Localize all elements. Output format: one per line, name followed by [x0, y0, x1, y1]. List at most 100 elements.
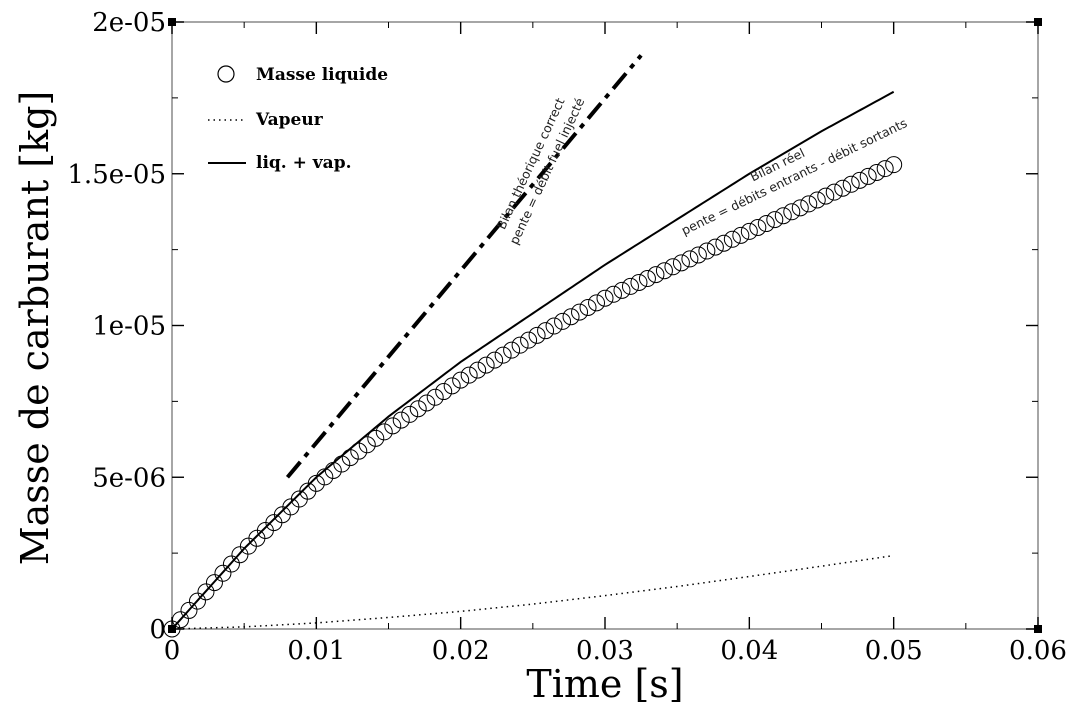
- data-point: [324, 461, 342, 479]
- data-point: [460, 366, 478, 384]
- data-point: [494, 346, 512, 364]
- data-point: [554, 312, 572, 330]
- legend: Masse liquide Vapeur liq. + vap.: [208, 65, 388, 173]
- data-point: [452, 371, 470, 389]
- data-point: [851, 171, 869, 189]
- legend-label-vapeur: Vapeur: [255, 110, 324, 130]
- data-point: [715, 234, 733, 252]
- data-point: [579, 298, 597, 316]
- data-point: [689, 246, 707, 264]
- series-line-vapeur: [171, 554, 894, 630]
- axis-ticks: [171, 21, 1039, 630]
- data-point: [214, 564, 232, 582]
- data-point: [859, 167, 877, 185]
- data-point: [562, 308, 580, 326]
- data-point: [825, 183, 843, 201]
- data-point: [613, 281, 631, 299]
- data-point: [842, 175, 860, 193]
- data-point: [392, 411, 410, 429]
- series-layer: [163, 54, 903, 638]
- data-point: [774, 207, 792, 225]
- data-point: [443, 377, 461, 395]
- data-point: [647, 266, 665, 284]
- corner-marker: [168, 18, 176, 26]
- x-tick-label: 0: [164, 636, 181, 666]
- data-point: [876, 160, 894, 178]
- data-point: [868, 164, 886, 181]
- y-axis-title: Masse de carburant [kg]: [13, 91, 57, 566]
- y-tick-label: 1e-05: [92, 312, 166, 342]
- y-tick-label: 2e-05: [92, 8, 166, 38]
- data-point: [435, 383, 453, 401]
- data-point: [333, 455, 351, 473]
- data-point: [503, 341, 521, 359]
- x-tick-label: 0.01: [287, 636, 345, 666]
- data-point: [571, 303, 589, 321]
- data-point: [698, 242, 716, 260]
- data-point: [638, 270, 656, 288]
- x-tick-label: 0.05: [865, 636, 923, 666]
- data-point: [604, 285, 622, 303]
- data-point: [180, 601, 198, 619]
- data-point: [817, 187, 835, 205]
- annotation-real: Bilan réel pente = débits entrants - déb…: [679, 115, 910, 238]
- data-point: [511, 336, 529, 354]
- data-point: [757, 215, 775, 233]
- data-point: [596, 289, 614, 307]
- data-point: [401, 405, 419, 423]
- data-point: [409, 400, 427, 418]
- tick-labels: 0 0.01 0.02 0.03 0.04 0.05 0.06 0 5e-06 1e-05 1.5e…: [67, 8, 1067, 666]
- legend-label-masse-liquide: Masse liquide: [256, 65, 388, 85]
- data-point: [655, 262, 673, 280]
- data-point: [800, 195, 818, 213]
- data-point: [384, 417, 402, 435]
- data-point: [375, 423, 393, 441]
- data-point: [621, 277, 639, 295]
- data-point: [783, 203, 801, 221]
- data-point: [706, 238, 724, 256]
- data-point: [664, 258, 682, 276]
- y-tick-label: 5e-06: [92, 463, 166, 493]
- data-point: [341, 449, 359, 467]
- data-point: [163, 620, 181, 638]
- data-point: [681, 250, 699, 268]
- data-point: [231, 546, 249, 564]
- data-point: [171, 611, 189, 629]
- data-point: [630, 273, 648, 291]
- x-tick-label: 0.04: [720, 636, 778, 666]
- data-point: [672, 254, 690, 272]
- data-point: [486, 351, 504, 369]
- data-point: [740, 222, 758, 240]
- data-point: [732, 226, 750, 244]
- corner-marker: [1034, 625, 1042, 633]
- series-line-series-3: [285, 54, 643, 479]
- data-point: [808, 191, 826, 209]
- data-point: [545, 317, 563, 335]
- series-masse-liquide: [163, 156, 903, 638]
- data-point: [197, 583, 215, 601]
- data-point: [222, 555, 240, 573]
- data-point: [723, 230, 741, 248]
- legend-marker-masse-liquide: [217, 65, 235, 83]
- data-point: [791, 199, 809, 217]
- data-point: [418, 394, 436, 412]
- corner-marker: [168, 625, 176, 633]
- x-tick-label: 0.02: [432, 636, 490, 666]
- data-point: [537, 322, 555, 340]
- y-tick-label: 0: [149, 615, 166, 645]
- data-point: [834, 179, 852, 197]
- legend-label-liq-vap: liq. + vap.: [256, 153, 352, 173]
- corner-markers: [168, 18, 1042, 633]
- data-point: [588, 294, 606, 312]
- data-point: [749, 218, 767, 236]
- x-tick-label: 0.06: [1009, 636, 1067, 666]
- data-point: [307, 474, 325, 492]
- data-point: [520, 331, 538, 349]
- data-point: [469, 361, 487, 379]
- data-point: [477, 356, 495, 374]
- y-tick-label: 1.5e-05: [67, 160, 166, 190]
- data-point: [766, 211, 784, 229]
- data-point: [188, 592, 206, 610]
- data-point: [350, 442, 368, 460]
